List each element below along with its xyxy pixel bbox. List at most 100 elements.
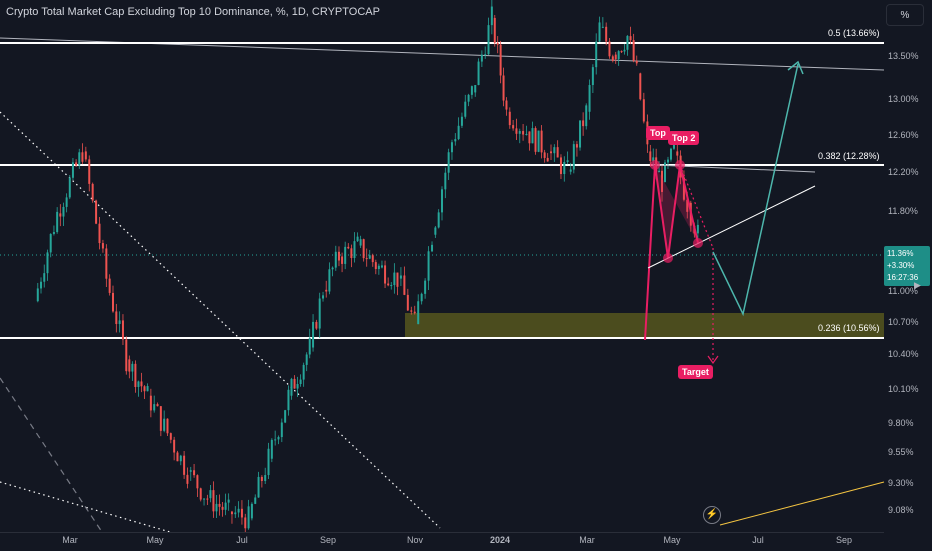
candle-body [682,177,685,200]
candle-body [206,498,209,500]
y-tick-label: 12.20% [888,167,919,177]
candle-body [528,131,531,144]
candle-body [666,159,669,163]
scale-toggle-button[interactable]: % [886,4,924,26]
candle-body [137,381,140,388]
candle-body [143,386,146,392]
candle-body [553,147,556,154]
y-tick-label: 12.60% [888,130,919,140]
candle-body [502,75,505,101]
top1-label: Top [646,126,670,140]
candle-body [353,241,356,259]
candle-body [230,511,233,515]
candle-body [620,51,623,53]
candle-body [396,272,399,287]
chart-title: Crypto Total Market Cap Excluding Top 10… [6,6,380,18]
candle-body [196,475,199,489]
fib-label-1: 0.382 (12.28%) [818,151,880,161]
candle-body [569,169,572,172]
candle-body [522,131,525,135]
candle-body [686,199,689,212]
candle-body [334,251,337,268]
candle-body [406,294,409,311]
candle-body [40,281,43,289]
candle-body [302,364,305,380]
x-tick-label: May [146,535,164,545]
candle-body [71,162,74,178]
candle-body [277,437,280,440]
candle-body [163,418,166,431]
candle-body [417,301,420,325]
candle-body [387,283,390,286]
candle-body [166,418,169,434]
candle-body [518,131,521,134]
candle-body [212,490,215,512]
candle-body [250,503,253,519]
candle-body [328,269,331,292]
candle-body [325,289,328,292]
candle-body [499,44,502,76]
y-tick-label: 9.08% [888,505,914,515]
candle-body [68,177,71,198]
candle-body [635,60,638,64]
candle-body [377,265,380,270]
candle-body [585,105,588,127]
candle-body [505,100,508,110]
candle-body [344,246,347,264]
x-tick-label: May [663,535,681,545]
x-tick-label: Mar [579,535,595,545]
candle-body [672,144,675,149]
diagonal-trendlines [0,37,885,533]
candle-body [78,152,81,166]
candle-body [515,128,518,134]
candle-body [189,470,192,472]
candle-body [179,455,182,462]
candle-body [234,512,237,515]
candle-body [493,17,496,43]
candle-body [543,152,546,158]
candle-body [410,310,413,312]
candle-body [617,51,620,60]
candle-body [431,244,434,252]
candle-body [384,265,387,284]
candle-body [221,506,224,510]
fib-label-0: 0.5 (13.66%) [828,28,880,38]
candle-body [81,152,84,162]
y-tick-label: 11.80% [888,206,918,216]
candle-body [626,35,629,50]
candle-body [632,40,635,61]
candle-body [629,36,632,41]
time-axis[interactable] [0,532,884,551]
x-tick-label: 2024 [489,535,511,545]
candle-body [108,278,111,293]
candle-body [696,224,699,234]
candle-body [308,338,311,355]
candle-body [347,246,350,249]
candle-body [444,172,447,190]
candle-body [240,508,243,518]
candle-body [125,339,128,372]
candle-body [274,439,277,441]
candle-body [614,54,617,60]
candle-body [484,54,487,56]
candle-body [105,248,108,279]
candle-body [315,321,318,329]
scroll-right-icon[interactable]: ▶ [914,280,921,290]
candle-body [91,183,94,201]
y-tick-label: 10.70% [888,317,919,327]
x-tick-label: Nov [406,535,424,545]
candle-body [658,170,661,173]
candle-body [203,498,206,500]
candle-body [134,363,137,388]
candle-body [598,22,601,42]
candle-body [559,157,562,175]
candle-body [140,381,143,387]
fib-level-lines [0,42,884,339]
candle-body [111,292,114,312]
candle-body [605,26,608,42]
candle-body [224,502,227,510]
fib-label-2: 0.236 (10.56%) [818,323,880,333]
lightning-icon[interactable]: ⚡ [703,506,721,524]
candle-body [371,255,374,263]
